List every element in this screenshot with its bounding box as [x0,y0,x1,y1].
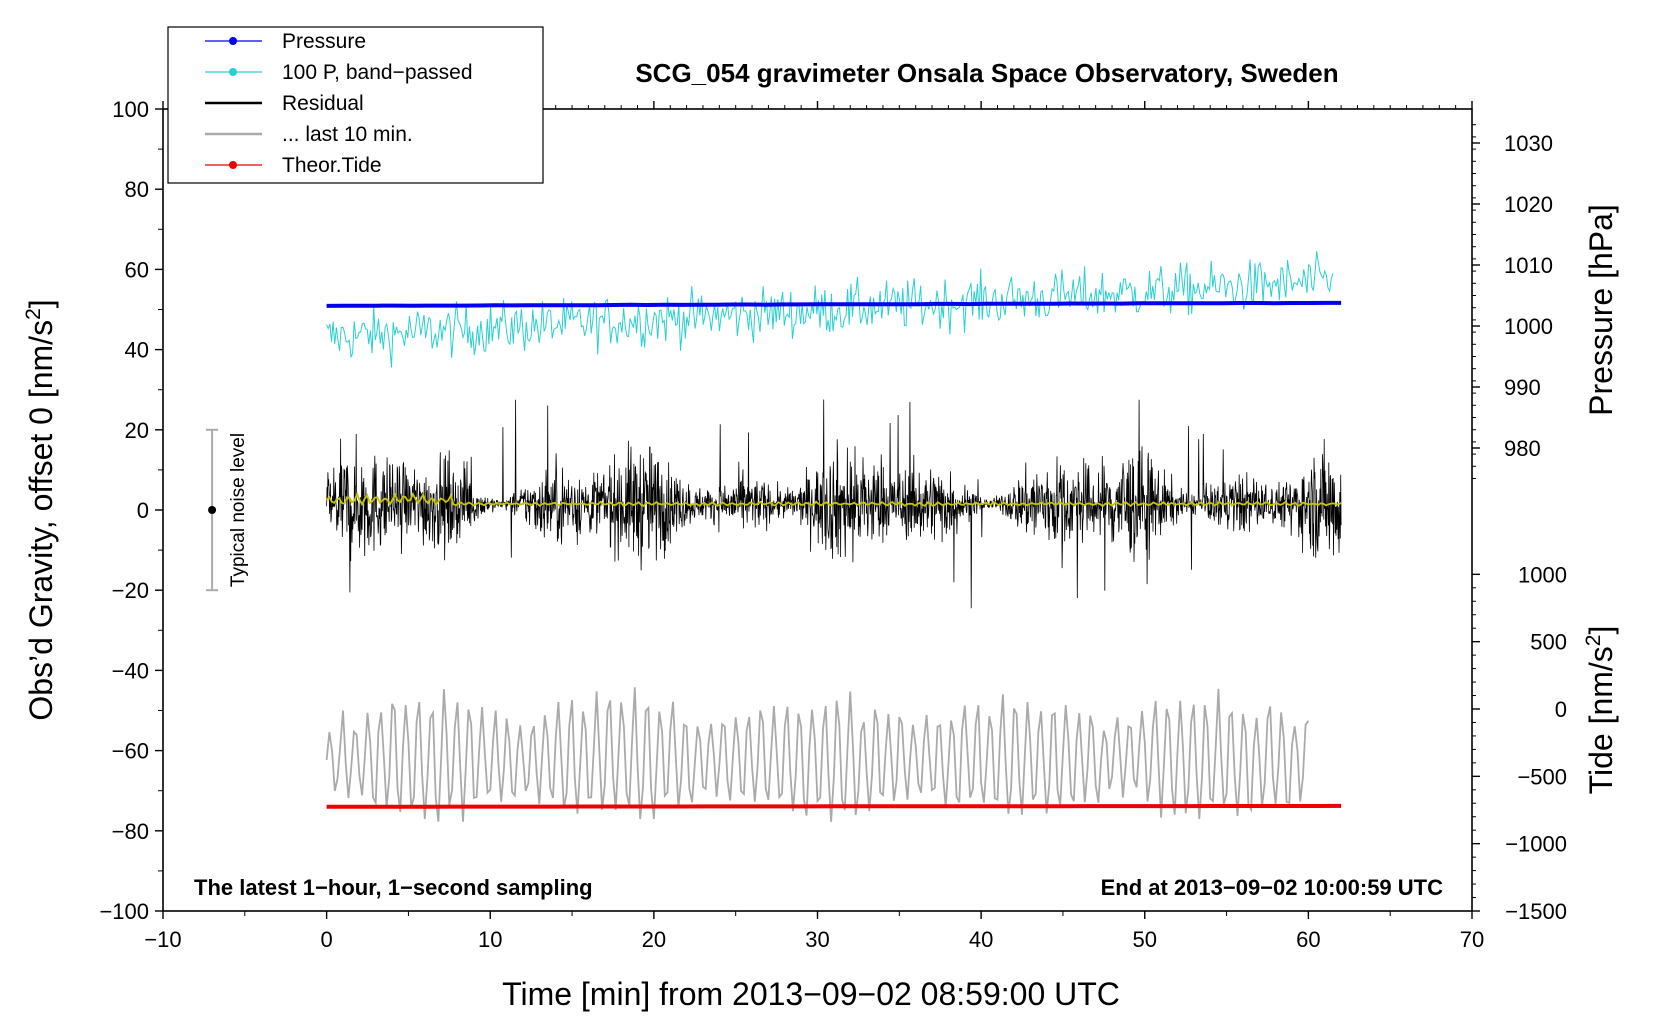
pressure-tick-label: 1010 [1504,253,1553,278]
y-left-tick-label: −100 [99,899,149,924]
series-pressure-line [326,300,1342,308]
tide-tick-label: −500 [1517,764,1567,789]
y-axis-tide-title: Tide [nm/s2] [1582,626,1619,795]
x-tick-label: −10 [144,927,181,952]
y-axis-pressure-title: Pressure [hPa] [1583,204,1619,416]
pressure-tick-label: 980 [1504,436,1541,461]
pressure-tick-label: 1020 [1504,192,1553,217]
y-left-tick-label: −80 [112,819,149,844]
x-tick-label: 40 [969,927,993,952]
y-left-tick-label: 20 [125,418,149,443]
x-axis-title: Time [min] from 2013−09−02 08:59:00 UTC [502,976,1120,1012]
x-tick-label: 0 [321,927,333,952]
tide-tick-label: −1500 [1505,899,1567,924]
y-left-tick-label: 100 [112,97,149,122]
x-tick-label: 60 [1296,927,1320,952]
legend-marker [229,68,237,76]
x-tick-label: 50 [1133,927,1157,952]
legend-label: ... last 10 min. [282,123,413,146]
noise-bar-center-dot [208,506,217,514]
legend-label: Residual [282,92,364,115]
noise-level-label: Typical noise level [228,433,249,587]
y-left-tick-label: 0 [137,498,149,523]
y-left-tick-label: −40 [112,658,149,683]
y-left-tick-label: 40 [125,338,149,363]
chart-title: SCG_054 gravimeter Onsala Space Observat… [635,58,1338,88]
tide-tick-label: 0 [1555,697,1567,722]
tide-tick-label: 500 [1530,630,1567,655]
y-left-tick-label: 80 [125,177,149,202]
series-residual-smoothed-line [325,491,1342,508]
series-theoretical-tide-line [326,803,1342,809]
y-left-tick-label: 60 [125,257,149,282]
legend: Pressure 100 P, band−passed Residual ... la… [167,26,544,184]
legend-label: Pressure [282,30,366,53]
tide-tick-label: −1000 [1505,832,1567,857]
x-tick-label: 70 [1460,927,1484,952]
pressure-tick-label: 1030 [1504,131,1553,156]
series-last-10-min-line [325,687,1310,822]
sampling-annotation: The latest 1−hour, 1−second sampling [194,875,593,900]
y-left-tick-label: −20 [112,578,149,603]
legend-marker [229,161,237,169]
pressure-tick-label: 1000 [1504,314,1553,339]
x-tick-label: 20 [642,927,666,952]
x-tick-label: 30 [805,927,829,952]
legend-label: Theor.Tide [282,154,382,177]
legend-label: 100 P, band−passed [282,61,473,84]
y-axis-left-title: Obs’d Gravity, offset 0 [nm/s2] [22,299,59,720]
series-band-passed-pressure-line [326,251,1334,368]
tide-tick-label: 1000 [1518,562,1567,587]
end-time-annotation: End at 2013−09−02 10:00:59 UTC [1101,875,1444,900]
typical-noise-bar [206,428,219,592]
y-left-tick-label: −60 [112,739,149,764]
x-tick-label: 10 [478,927,502,952]
legend-box [167,26,544,184]
pressure-tick-label: 990 [1504,375,1541,400]
legend-marker [229,37,237,45]
